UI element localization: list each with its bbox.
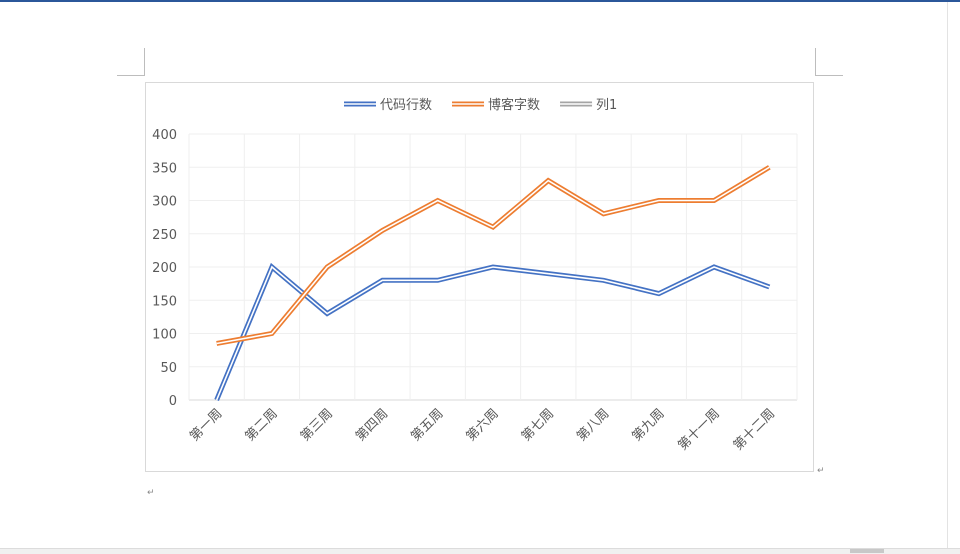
y-tick-label: 50 [160, 361, 177, 376]
legend-label: 列1 [596, 98, 617, 113]
y-tick-label: 250 [152, 228, 177, 243]
legend-label: 博客字数 [488, 97, 540, 113]
x-tick-label: 第一周 [187, 406, 225, 444]
x-tick-label: 第七周 [519, 406, 557, 444]
y-tick-label: 100 [152, 328, 177, 343]
x-tick-label: 第三周 [298, 406, 336, 444]
y-tick-label: 150 [152, 294, 177, 309]
y-tick-label: 400 [152, 128, 177, 143]
y-tick-label: 0 [169, 394, 177, 409]
x-tick-label: 第二周 [243, 406, 281, 444]
x-tick-label: 第十一周 [676, 406, 723, 453]
x-tick-label: 第六周 [464, 406, 502, 444]
legend-label: 代码行数 [380, 98, 432, 113]
x-tick-label: 第八周 [574, 406, 612, 444]
y-tick-label: 300 [152, 195, 177, 210]
y-tick-label: 200 [152, 261, 177, 276]
x-tick-label: 第九周 [629, 406, 667, 444]
x-tick-label: 第四周 [353, 406, 391, 444]
y-tick-label: 350 [152, 161, 177, 176]
x-tick-label: 第十二周 [731, 406, 778, 453]
x-tick-label: 第五周 [408, 406, 446, 444]
